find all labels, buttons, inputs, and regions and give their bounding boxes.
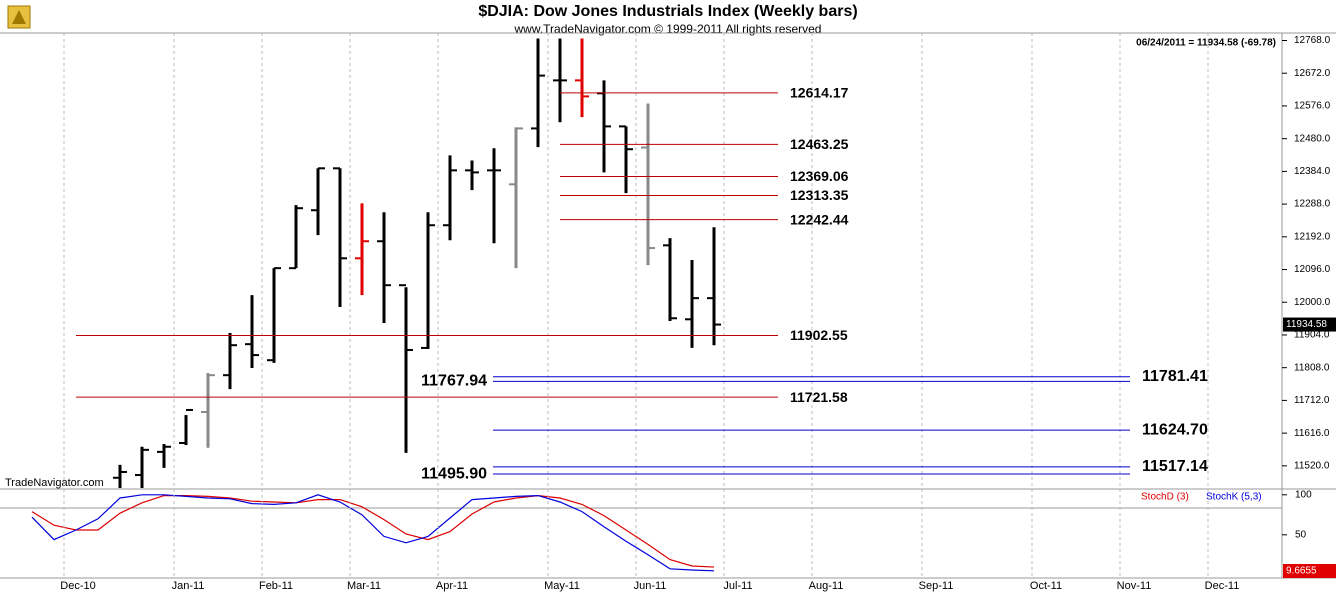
y-tick-label: 100 — [1295, 489, 1312, 500]
level-label: 12463.25 — [790, 136, 849, 152]
x-tick-label: Dec-10 — [60, 580, 95, 592]
level-label: 11624.70 — [1142, 421, 1208, 438]
last-price-tag — [1283, 317, 1336, 332]
x-tick-label: Feb-11 — [259, 580, 293, 592]
level-label: 11767.94 — [421, 373, 487, 390]
x-tick-label: Sep-11 — [919, 580, 954, 592]
y-tick-label: 12096.0 — [1294, 264, 1331, 275]
level-label: 12313.35 — [790, 187, 849, 203]
y-tick-label: 12576.0 — [1294, 101, 1331, 112]
logo — [7, 5, 31, 29]
level-label: 12614.17 — [790, 85, 849, 101]
stoch-panel — [31, 494, 715, 572]
x-tick-label: May-11 — [544, 580, 580, 592]
y-tick-label: 12192.0 — [1294, 231, 1331, 242]
level-label: 12242.44 — [790, 211, 849, 227]
x-tick-label: Nov-11 — [1117, 580, 1152, 592]
level-label: 11517.14 — [1142, 458, 1208, 475]
y-tick-label: 11712.0 — [1294, 395, 1330, 406]
y-tick-label: 12384.0 — [1294, 166, 1331, 177]
y-tick-label: 50 — [1295, 529, 1307, 540]
watermark: TradeNavigator.com — [5, 477, 104, 489]
y-tick-label: 11520.0 — [1294, 460, 1330, 471]
x-tick-label: Mar-11 — [347, 580, 381, 592]
chart-title: $DJIA: Dow Jones Industrials Index (Week… — [478, 3, 857, 20]
x-tick-label: Jun-11 — [634, 580, 667, 592]
x-tick-label: Apr-11 — [436, 580, 468, 592]
level-label: 12369.06 — [790, 168, 849, 184]
x-tick-label: Jul-11 — [723, 580, 752, 592]
price-panel — [113, 38, 721, 488]
y-tick-label: 12000.0 — [1294, 297, 1331, 308]
chart-subtitle: www.TradeNavigator.com © 1999-2011 All r… — [514, 22, 822, 36]
y-tick-label: 12288.0 — [1294, 199, 1331, 210]
legend-entry: StochD (3) — [1141, 492, 1189, 503]
y-tick-label: 11808.0 — [1294, 362, 1330, 373]
y-tick-label: 12480.0 — [1294, 133, 1331, 144]
annotation: 06/24/2011 = 11934.58 (-69.78) — [1136, 38, 1276, 49]
x-tick-label: Jan-11 — [172, 580, 205, 592]
level-label: 11781.41 — [1142, 368, 1208, 385]
level-label: 11721.58 — [790, 389, 848, 405]
legend-entry: StochK (5,3) — [1206, 492, 1262, 503]
last-stoch-tag — [1283, 564, 1336, 578]
x-tick-label: Dec-11 — [1205, 580, 1240, 592]
y-tick-label: 11616.0 — [1294, 428, 1330, 439]
last-price-label: 11934.58 — [1286, 319, 1327, 330]
y-tick-label: 12672.0 — [1294, 68, 1331, 79]
level-label: 11902.55 — [790, 327, 848, 343]
y-tick-label: 11904.0 — [1294, 330, 1330, 341]
level-label: 11495.90 — [421, 465, 487, 482]
y-tick-label: 12768.0 — [1294, 35, 1331, 46]
stoch-line — [31, 494, 715, 572]
stoch-line — [31, 494, 715, 568]
last-stoch-label: 9.6655 — [1286, 566, 1317, 577]
x-tick-label: Aug-11 — [809, 580, 844, 592]
x-tick-label: Oct-11 — [1030, 580, 1062, 592]
